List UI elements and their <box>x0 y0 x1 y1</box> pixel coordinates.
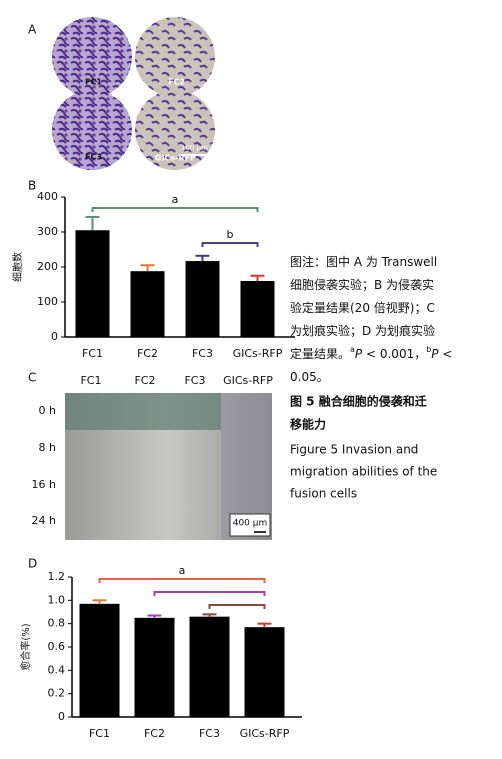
panel-a <box>52 17 215 170</box>
caption-text: < <box>439 347 453 361</box>
row-label: 8 h <box>39 441 56 454</box>
column-label: FC3 <box>184 374 205 387</box>
y-tick-label: 0.2 <box>48 687 66 700</box>
column-label: GICs-RFP <box>223 374 273 387</box>
y-tick-label: 100 <box>37 295 58 308</box>
error-bar <box>250 274 265 281</box>
y-tick-label: 200 <box>37 260 58 273</box>
bar <box>185 261 220 337</box>
significance-label: a <box>179 564 186 577</box>
micrograph-label: FC1 <box>85 78 102 87</box>
micrograph <box>135 17 215 97</box>
y-tick-label: 400 <box>37 190 58 203</box>
x-tick-label: FC3 <box>199 727 220 740</box>
row-label: 24 h <box>32 514 56 527</box>
caption-text: 定量结果。 <box>290 346 350 361</box>
panel-label: C <box>28 371 36 385</box>
x-tick-label: FC2 <box>137 347 158 360</box>
caption-text: 0.05。 <box>290 370 329 384</box>
caption-english: fusion cells <box>290 487 357 501</box>
y-tick-label: 0.4 <box>48 663 66 676</box>
x-tick-label: GICs-RFP <box>233 347 283 360</box>
caption-text: 细胞侵袭实验；B 为侵袭实 <box>290 277 434 292</box>
panel-label: D <box>28 557 37 571</box>
y-axis-label: 愈合率(%) <box>19 623 32 670</box>
significance-bracket <box>208 604 266 609</box>
caption-text: a <box>350 345 355 354</box>
bar <box>240 281 275 337</box>
y-axis-label: 细胞数 <box>11 252 24 282</box>
x-tick-label: GICs-RFP <box>240 727 290 740</box>
scratch-image <box>65 393 221 430</box>
micrograph-label: FC2 <box>168 78 185 87</box>
panel-c <box>65 393 272 540</box>
caption-line: 细胞侵袭实验；B 为侵袭实 <box>290 277 434 292</box>
bar <box>75 230 110 337</box>
scale-label: 100 μm <box>181 144 208 152</box>
significance-bracket <box>201 242 259 247</box>
significance-label: a <box>172 193 179 206</box>
caption-text: b <box>426 345 431 354</box>
error-bar <box>147 614 162 618</box>
bar <box>79 603 120 717</box>
caption-line: 为划痕实验；D 为划痕实验 <box>290 323 435 338</box>
significance-bracket <box>153 591 266 596</box>
micrograph-label: FC3 <box>85 153 102 162</box>
caption-title: 移能力 <box>290 417 326 432</box>
y-tick-label: 0.8 <box>48 617 66 630</box>
x-tick-label: FC1 <box>82 347 103 360</box>
y-tick-label: 1.0 <box>48 593 66 606</box>
scale-label: 400 μm <box>233 519 268 529</box>
y-tick-label: 300 <box>37 225 58 238</box>
row-label: 0 h <box>39 404 56 417</box>
error-bar <box>257 622 272 628</box>
caption-english: migration abilities of the <box>290 465 437 479</box>
caption-line: 验定量结果(20 倍视野)；C <box>290 300 435 315</box>
y-tick-label: 0.6 <box>48 640 66 653</box>
caption-line: 定量结果。aP < 0.001，bP < <box>290 345 452 361</box>
x-tick-label: FC2 <box>144 727 165 740</box>
micrograph <box>135 90 215 170</box>
panel-label: B <box>28 179 36 193</box>
caption-text: P <box>355 347 363 361</box>
caption-line: 0.05。 <box>290 370 329 384</box>
caption-english: Figure 5 Invasion and <box>290 443 418 457</box>
significance-bracket <box>91 207 259 212</box>
y-tick-label: 0 <box>51 330 58 343</box>
caption-text: P <box>431 347 439 361</box>
caption-text: 图注：图中 A 为 Transwell <box>290 254 437 269</box>
micrograph <box>52 90 132 170</box>
bar <box>130 271 165 337</box>
error-bar <box>92 599 107 604</box>
error-bar <box>195 254 210 262</box>
caption-text: 为划痕实验；D 为划痕实验 <box>290 323 435 338</box>
row-label: 16 h <box>32 478 56 491</box>
bar <box>134 617 175 717</box>
x-tick-label: FC1 <box>89 727 110 740</box>
x-tick-label: FC3 <box>192 347 213 360</box>
bar <box>244 627 285 717</box>
column-label: FC1 <box>80 374 101 387</box>
scale-box <box>229 513 271 537</box>
caption-line: 图注：图中 A 为 Transwell <box>290 254 437 269</box>
micrograph-label: GICs-RFP <box>155 154 196 163</box>
bar <box>189 616 230 717</box>
micrograph <box>52 17 132 97</box>
error-bar <box>140 264 155 272</box>
significance-bracket <box>98 578 266 583</box>
caption-title: 图 5 融合细胞的侵袭和迁 <box>290 394 427 409</box>
error-bar <box>85 215 100 231</box>
caption-text: 验定量结果(20 倍视野)；C <box>290 300 435 315</box>
panel-label: A <box>28 23 37 37</box>
significance-label: b <box>227 228 234 241</box>
y-tick-label: 0 <box>58 710 65 723</box>
error-bar <box>202 613 217 617</box>
column-label: FC2 <box>134 374 155 387</box>
caption-text: < 0.001， <box>362 347 426 361</box>
y-tick-label: 1.2 <box>48 570 66 583</box>
